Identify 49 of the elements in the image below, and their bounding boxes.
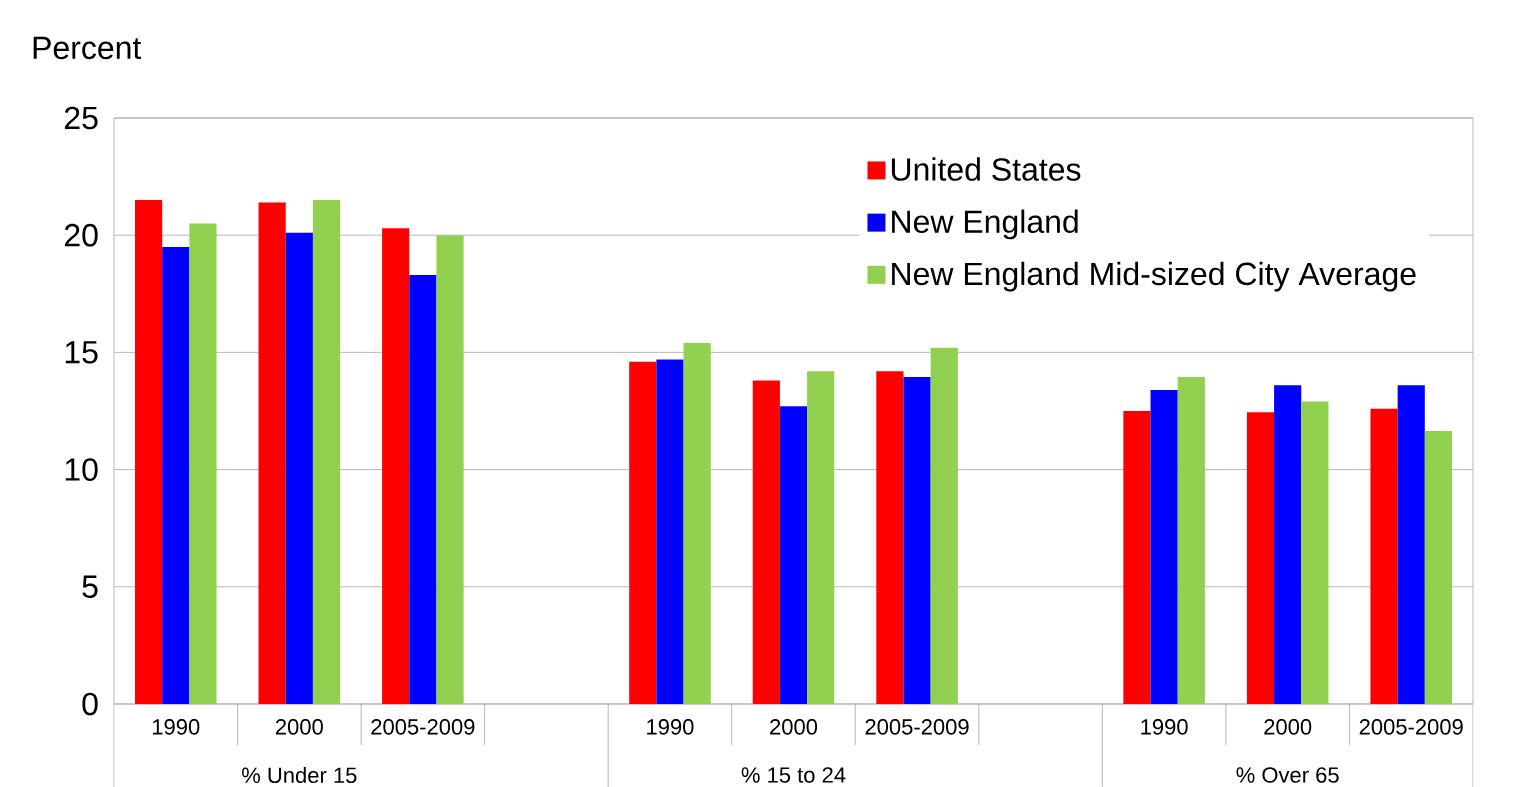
y-axis-title: Percent bbox=[33, 36, 142, 60]
x-tick-label: 1990 bbox=[647, 719, 694, 735]
y-tick-label: 10 bbox=[65, 458, 98, 481]
legend-label: New England Mid-sized City Average bbox=[892, 261, 1416, 292]
bar bbox=[807, 371, 835, 704]
bar bbox=[135, 200, 163, 704]
x-tick-label: 2000 bbox=[770, 719, 818, 735]
y-tick-label: 15 bbox=[65, 341, 98, 364]
bar bbox=[285, 232, 313, 704]
bar bbox=[1123, 410, 1151, 704]
bar bbox=[1177, 377, 1205, 704]
text: % 15 to 24 bbox=[741, 767, 846, 783]
bar bbox=[1274, 385, 1302, 704]
bar bbox=[1150, 389, 1178, 704]
bar bbox=[1370, 408, 1398, 704]
bar bbox=[1301, 401, 1329, 704]
text: % Over 65 bbox=[1236, 767, 1339, 783]
bar bbox=[312, 200, 341, 704]
bar bbox=[1246, 412, 1275, 704]
bar bbox=[258, 202, 286, 704]
bar bbox=[930, 347, 958, 704]
x-tick-label: 1990 bbox=[152, 719, 200, 735]
y-tick-label: 0 bbox=[82, 692, 98, 716]
bar bbox=[629, 361, 657, 704]
x-tick-label: 2000 bbox=[1264, 719, 1312, 735]
bar bbox=[382, 228, 410, 704]
legend-label: New England bbox=[892, 209, 1078, 240]
x-tick-label: 2005-2009 bbox=[1359, 719, 1463, 735]
y-tick-label: 25 bbox=[64, 106, 98, 130]
text: % Under 15 bbox=[242, 766, 357, 784]
x-tick-label: 2005-2009 bbox=[371, 719, 475, 735]
x-tick-label: 2005-2009 bbox=[865, 719, 969, 735]
bar bbox=[1397, 385, 1425, 704]
bar bbox=[436, 235, 464, 704]
bar bbox=[876, 371, 904, 704]
legend-label: United States bbox=[891, 157, 1081, 181]
bar bbox=[162, 246, 190, 704]
bar bbox=[1424, 430, 1452, 704]
bar bbox=[779, 406, 808, 704]
y-tick-label: 5 bbox=[82, 575, 98, 598]
bar bbox=[409, 275, 437, 704]
bar bbox=[656, 359, 684, 704]
x-tick-label: 2000 bbox=[275, 719, 323, 735]
bar bbox=[189, 223, 217, 704]
x-tick-label: 1990 bbox=[1141, 719, 1188, 735]
bar bbox=[903, 377, 931, 704]
y-tick-label: 20 bbox=[64, 223, 98, 247]
bar bbox=[752, 380, 780, 704]
bar bbox=[683, 343, 711, 704]
